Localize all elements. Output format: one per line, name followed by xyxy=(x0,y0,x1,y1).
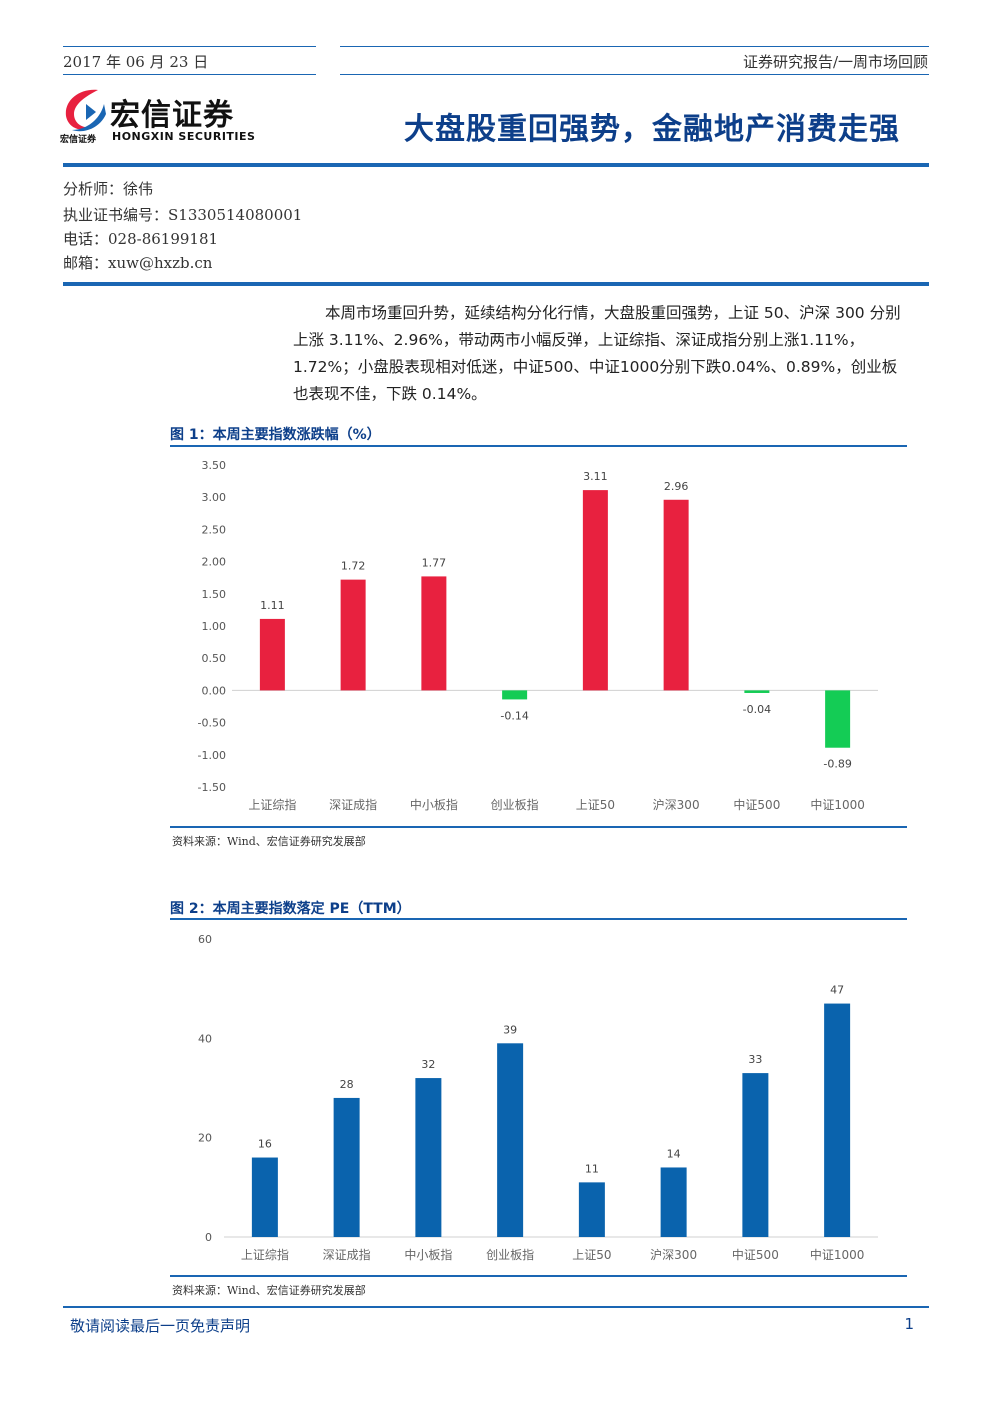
data-label: 16 xyxy=(258,1138,272,1151)
footer-rule xyxy=(63,1306,929,1308)
title-rule xyxy=(63,163,929,167)
data-label: 32 xyxy=(421,1058,435,1071)
x-tick-label: 中证1000 xyxy=(810,797,865,812)
data-label: -0.14 xyxy=(500,709,528,722)
bar xyxy=(744,690,770,693)
x-tick-label: 中证500 xyxy=(732,1247,779,1262)
bar xyxy=(824,1003,851,1237)
data-label: 1.11 xyxy=(260,599,285,612)
bar xyxy=(578,1182,605,1237)
x-tick-label: 中小板指 xyxy=(410,797,458,812)
bar xyxy=(259,618,285,691)
report-title: 大盘股重回强势，金融地产消费走强 xyxy=(404,112,900,147)
figure2-chart: 60 40 20 0 16 上证综指 28 深证成指 32 中小板指 39 创业板指 11 上证50 14 沪… xyxy=(198,933,878,1262)
analyst-cert: 执业证书编号：S1330514080001 xyxy=(63,206,303,224)
logo-mark-icon xyxy=(65,89,106,132)
y-tick-label: 40 xyxy=(198,1032,212,1045)
analyst-name: 分析师：徐伟 xyxy=(63,180,154,198)
data-label: 28 xyxy=(340,1078,354,1091)
x-tick-label: 中证1000 xyxy=(810,1247,865,1262)
bar xyxy=(415,1078,442,1237)
bar xyxy=(421,576,447,691)
report-category: 证券研究报告/一周市场回顾 xyxy=(742,53,928,71)
data-label: -0.89 xyxy=(823,758,851,771)
figure1-source: 资料来源：Wind、宏信证券研究发展部 xyxy=(172,835,366,848)
header-rule-left xyxy=(63,46,316,47)
data-label: 3.11 xyxy=(583,470,608,483)
figure1-bottom-rule xyxy=(170,826,907,828)
bar xyxy=(663,499,689,691)
y-tick-label: -1.00 xyxy=(198,749,226,762)
report-date: 2017 年 06 月 23 日 xyxy=(63,53,209,71)
y-tick-label: 1.00 xyxy=(202,620,227,633)
y-tick-label: 2.00 xyxy=(202,556,227,569)
bar xyxy=(660,1167,687,1237)
info-rule xyxy=(63,282,929,286)
y-tick-label: 1.50 xyxy=(202,588,227,601)
bar xyxy=(742,1073,769,1237)
logo-text-small: 宏信证券 xyxy=(60,135,97,145)
analyst-phone: 电话：028-86199181 xyxy=(63,230,219,248)
y-tick-label: 2.50 xyxy=(202,523,227,536)
figure1-top-rule xyxy=(170,445,907,447)
y-tick-label: -1.50 xyxy=(198,781,226,794)
data-label: 1.72 xyxy=(341,560,366,573)
header-rule-left-bottom xyxy=(63,74,316,75)
summary-paragraph: 本周市场重回升势，延续结构分化行情，大盘股重回强势，上证 50、沪深 300 分… xyxy=(293,300,905,408)
header-rule-right-bottom xyxy=(340,74,929,75)
figure2-top-rule xyxy=(170,918,907,920)
x-tick-label: 沪深300 xyxy=(653,798,700,812)
bar xyxy=(582,490,608,691)
bar xyxy=(825,690,851,748)
x-tick-label: 深证成指 xyxy=(323,1247,371,1262)
bar xyxy=(502,690,528,700)
data-label: 2.96 xyxy=(664,480,689,493)
x-tick-label: 深证成指 xyxy=(329,797,377,812)
bar xyxy=(497,1043,524,1237)
y-tick-label: 60 xyxy=(198,933,212,946)
logo-text-cn: 宏信证券 xyxy=(110,98,234,133)
data-label: 14 xyxy=(667,1147,681,1160)
bar xyxy=(340,579,366,691)
x-tick-label: 上证50 xyxy=(572,1248,611,1262)
x-tick-label: 上证综指 xyxy=(241,1247,289,1262)
figure2-source: 资料来源：Wind、宏信证券研究发展部 xyxy=(172,1284,366,1297)
figure2-title: 图 2：本周主要指数落定 PE（TTM） xyxy=(170,901,411,917)
x-tick-label: 上证50 xyxy=(576,798,615,812)
figure2-bottom-rule xyxy=(170,1275,907,1277)
data-label: 11 xyxy=(585,1162,599,1175)
x-tick-label: 创业板指 xyxy=(486,1247,534,1262)
y-tick-label: 0 xyxy=(205,1231,212,1244)
bar xyxy=(251,1157,278,1237)
y-tick-label: 3.50 xyxy=(202,459,227,472)
data-label: -0.04 xyxy=(743,703,771,716)
data-label: 47 xyxy=(830,984,844,997)
data-label: 39 xyxy=(503,1023,517,1036)
x-tick-label: 创业板指 xyxy=(491,797,539,812)
y-tick-label: -0.50 xyxy=(198,717,226,730)
bar xyxy=(333,1097,360,1237)
company-logo: 宏信证券 宏信证券 HONGXIN SECURITIES xyxy=(60,86,270,152)
figure1-chart: 3.50 3.00 2.50 2.00 1.50 1.00 0.50 0.00 -0.50 -1.… xyxy=(198,459,878,812)
analyst-email: 邮箱：xuw@hxzb.cn xyxy=(63,254,213,272)
y-tick-label: 3.00 xyxy=(202,491,227,504)
x-tick-label: 中小板指 xyxy=(404,1247,452,1262)
figure1-title: 图 1：本周主要指数涨跌幅（%） xyxy=(170,427,381,443)
data-label: 33 xyxy=(748,1053,762,1066)
x-tick-label: 上证综指 xyxy=(248,797,296,812)
logo-text-en: HONGXIN SECURITIES xyxy=(112,130,256,143)
x-tick-label: 中证500 xyxy=(733,797,780,812)
header-rule-right xyxy=(340,46,929,47)
y-tick-label: 0.00 xyxy=(202,684,227,697)
y-tick-label: 20 xyxy=(198,1132,212,1145)
summary-text: 本周市场重回升势，延续结构分化行情，大盘股重回强势，上证 50、沪深 300 分… xyxy=(293,304,901,403)
footer-disclaimer: 敬请阅读最后一页免责声明 xyxy=(70,1317,251,1335)
y-tick-label: 0.50 xyxy=(202,652,227,665)
data-label: 1.77 xyxy=(422,556,447,569)
x-tick-label: 沪深300 xyxy=(650,1248,697,1262)
page-number: 1 xyxy=(904,1315,914,1333)
